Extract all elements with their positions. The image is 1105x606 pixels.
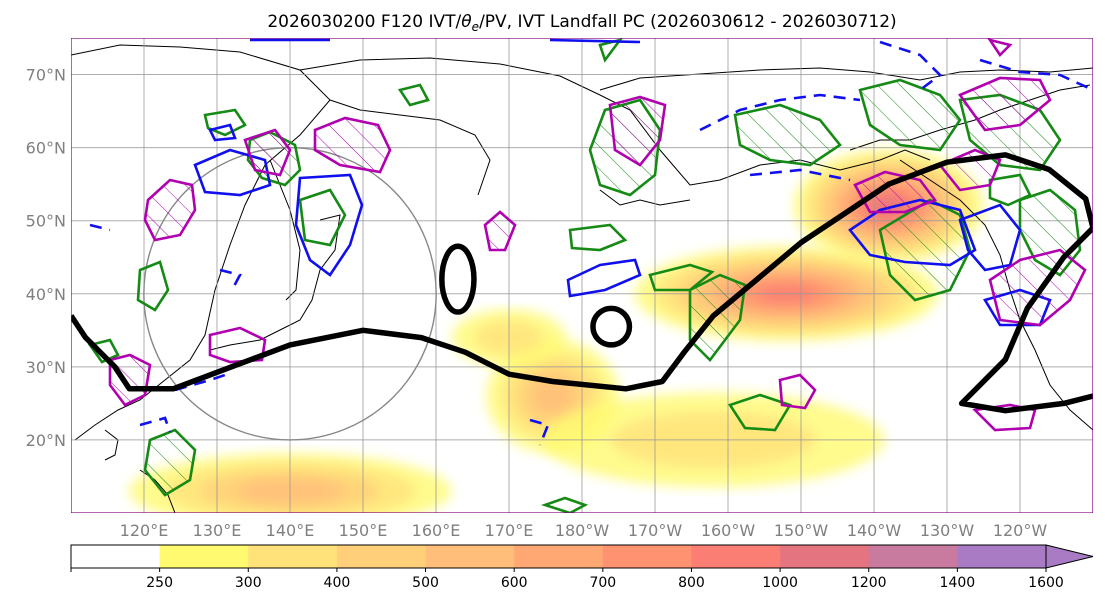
landfall-ring-0 bbox=[439, 243, 477, 315]
colorbar-segment bbox=[159, 545, 249, 568]
lon-label: 160°W bbox=[701, 521, 756, 540]
chart-title: 2026030200 F120 IVT/θe/PV, IVT Landfall … bbox=[267, 12, 896, 34]
lon-label: 180°W bbox=[555, 521, 610, 540]
colorbar-frame bbox=[70, 544, 1047, 569]
lat-label: 40°N bbox=[26, 285, 66, 304]
colorbar-label: 1600 bbox=[1028, 575, 1064, 591]
colorbar-label: 400 bbox=[324, 575, 351, 591]
lon-label: 130°W bbox=[920, 521, 975, 540]
colorbar-label: 1000 bbox=[762, 575, 798, 591]
colorbar-label: 1200 bbox=[851, 575, 887, 591]
colorbar-extend-arrow bbox=[1045, 544, 1094, 569]
lat-tick-labels: 20°N 30°N 40°N 50°N 60°N 70°N bbox=[26, 66, 66, 450]
colorbar-segment bbox=[514, 545, 604, 568]
landfall-ring-1 bbox=[590, 305, 633, 348]
lat-label: 30°N bbox=[26, 358, 66, 377]
colorbar-segment bbox=[71, 545, 161, 568]
lon-label: 140°E bbox=[266, 521, 315, 540]
colorbar-segment bbox=[780, 545, 870, 568]
colorbar-label: 800 bbox=[678, 575, 705, 591]
lon-label: 170°E bbox=[485, 521, 534, 540]
lon-label: 150°W bbox=[774, 521, 829, 540]
colorbar-segment bbox=[336, 545, 427, 568]
colorbar-label: 250 bbox=[146, 575, 173, 591]
colorbar-segment bbox=[868, 545, 958, 568]
lon-label: 140°W bbox=[847, 521, 902, 540]
lon-label: 150°E bbox=[339, 521, 388, 540]
colorbar-segment bbox=[957, 545, 1047, 568]
colorbar-segment bbox=[248, 545, 338, 568]
landfall-contour bbox=[71, 152, 1093, 414]
lon-tick-labels: 120°E 130°E 140°E 150°E 160°E 170°E 180°W 170°W… bbox=[120, 521, 1048, 540]
lon-label: 160°E bbox=[412, 521, 461, 540]
theta-e-contours bbox=[87, 38, 1082, 513]
landfall-line bbox=[71, 152, 1093, 414]
colorbar-label: 600 bbox=[501, 575, 528, 591]
colorbar-segment bbox=[425, 545, 515, 568]
colorbar-segment bbox=[691, 545, 781, 568]
lon-label: 130°E bbox=[193, 521, 242, 540]
colorbar: 250 300 400 500 600 700 800 1000 1200 1400 1600 bbox=[70, 544, 1094, 591]
map-panel bbox=[71, 38, 1093, 513]
lat-label: 60°N bbox=[26, 139, 66, 158]
lat-label: 50°N bbox=[26, 212, 66, 231]
colorbar-segment bbox=[602, 545, 692, 568]
pv-high-contours bbox=[108, 38, 1087, 432]
lon-label: 170°W bbox=[628, 521, 683, 540]
lon-label: 120°W bbox=[993, 521, 1048, 540]
colorbar-label: 300 bbox=[235, 575, 262, 591]
colorbar-label: 1400 bbox=[940, 575, 976, 591]
colorbar-label: 700 bbox=[589, 575, 616, 591]
lat-label: 20°N bbox=[26, 431, 66, 450]
lat-label: 70°N bbox=[26, 66, 66, 85]
colorbar-label: 500 bbox=[412, 575, 439, 591]
lon-label: 120°E bbox=[120, 521, 169, 540]
